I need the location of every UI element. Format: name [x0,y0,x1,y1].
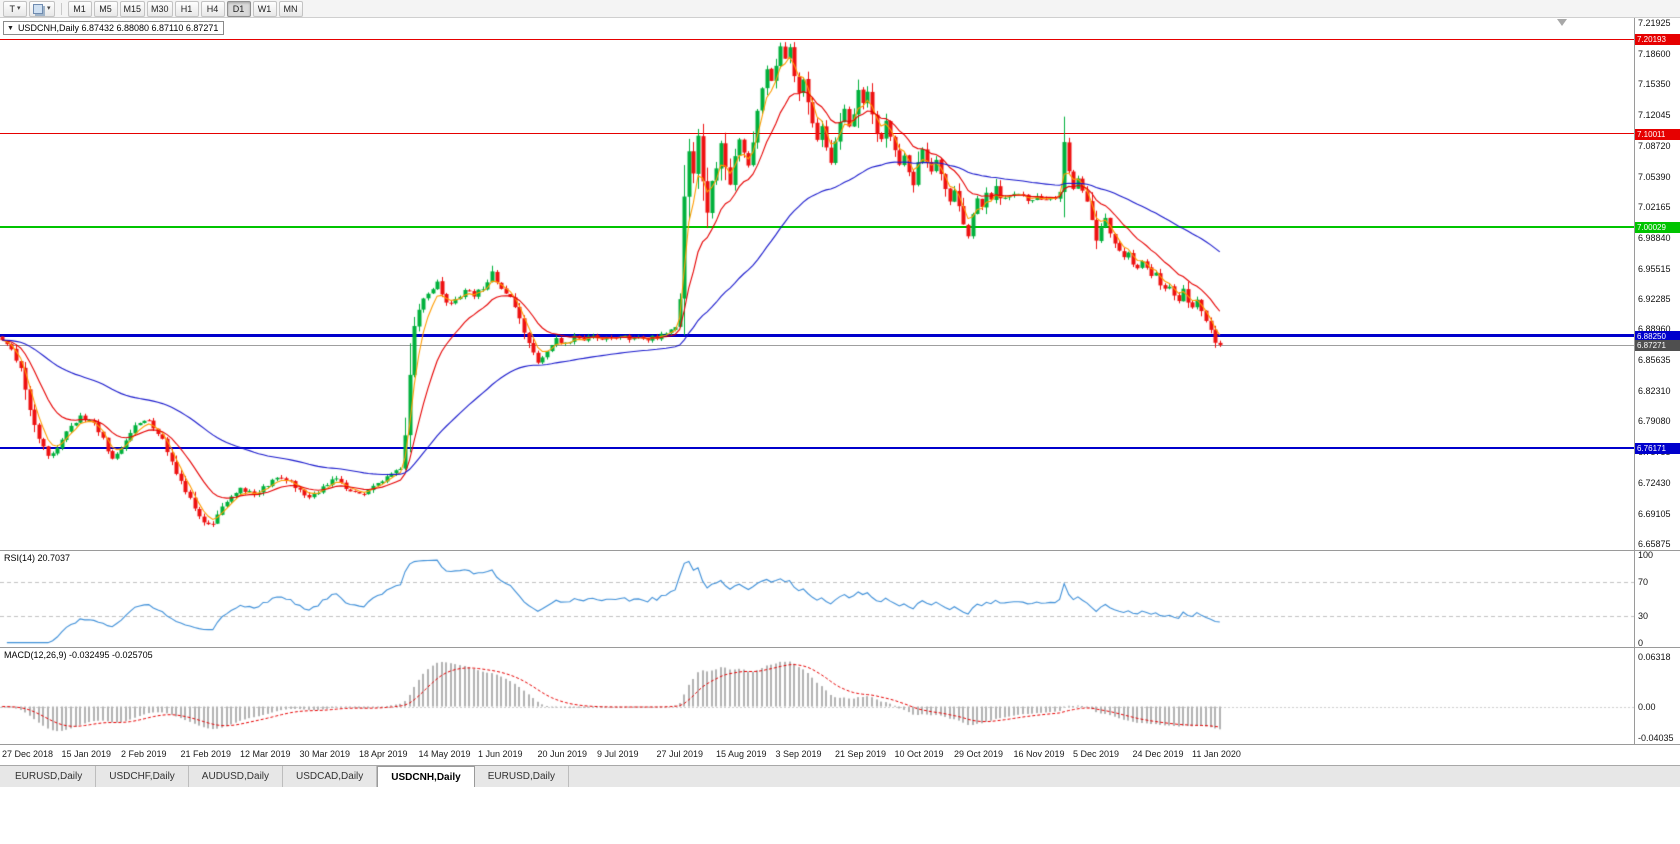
time-axis-label: 12 Mar 2019 [240,749,291,759]
tab-usdchf-daily[interactable]: USDCHF,Daily [96,766,189,787]
chart-shift-marker[interactable] [1557,19,1567,26]
timeframe-toolbar: M1 M5 M15 M30 H1 H4 D1 W1 MN [67,0,303,17]
tab-usdcnh-daily[interactable]: USDCNH,Daily [377,766,475,787]
dropdown-icon: ▾ [16,5,21,12]
timeframe-m1-button[interactable]: M1 [67,0,92,17]
time-axis-label: 27 Dec 2018 [2,749,54,759]
templates-label: T [9,3,15,14]
chart-title: USDCNH,Daily 6.87432 6.88080 6.87110 6.8… [17,23,219,33]
time-axis-label: 30 Mar 2019 [299,749,351,759]
timeframe-m5-button[interactable]: M5 [93,0,118,17]
rsi-axis[interactable]: 100 70 30 0 [1634,550,1680,648]
timeframe-m30-button[interactable]: M30 [147,0,173,17]
time-axis-label: 29 Oct 2019 [954,749,1004,759]
time-axis-label: 11 Jan 2020 [1192,749,1241,759]
chart-tabs-bar: EURUSD,Daily USDCHF,Daily AUDUSD,Daily USDC… [0,765,1680,787]
price-axis-tick: 6.79080 [1638,416,1671,427]
price-level-tag[interactable]: 7.20193 [1635,34,1680,46]
time-axis-label: 5 Dec 2019 [1073,749,1120,759]
tab-eurusd-daily[interactable]: EURUSD,Daily [2,766,97,787]
time-axis-label: 21 Feb 2019 [180,749,232,759]
price-axis-tick: 6.95515 [1638,263,1671,274]
macd-panel: MACD(12,26,9) -0.032495 -0.025705 0.0631… [0,647,1680,744]
macd-plot-area[interactable]: MACD(12,26,9) -0.032495 -0.025705 [0,648,1634,744]
price-level-tag[interactable]: 7.10011 [1635,128,1680,140]
time-axis-label: 16 Nov 2019 [1013,749,1065,759]
time-axis-label: 14 May 2019 [418,749,471,759]
time-axis-label: 24 Dec 2019 [1132,749,1184,759]
price-level-tag[interactable]: 7.00029 [1635,221,1680,233]
macd-axis[interactable]: 0.06318 0.00 -0.04035 [1634,648,1680,744]
chart-title-box[interactable]: ▼ USDCNH,Daily 6.87432 6.88080 6.87110 6… [3,21,225,35]
rsi-axis-tick: 100 [1638,550,1654,561]
rsi-axis-tick: 30 [1638,611,1649,622]
timeframe-h1-button[interactable]: H1 [174,0,199,17]
dropdown-icon: ▾ [47,5,51,12]
price-axis-tick: 7.12045 [1638,110,1671,121]
rsi-canvas[interactable] [0,551,1634,647]
timeframe-m15-button[interactable]: M15 [119,0,146,17]
price-axis-tick: 7.15350 [1638,79,1671,90]
rsi-label: RSI(14) 20.7037 [4,553,71,563]
price-axis-tick: 6.85635 [1638,355,1671,366]
price-axis-tick: 7.08720 [1638,140,1671,151]
price-axis-tick: 6.65875 [1638,538,1671,549]
time-axis-label: 9 Jul 2019 [597,749,639,759]
price-axis-tick: 6.72430 [1638,477,1671,488]
price-axis-tick: 7.21925 [1638,18,1671,29]
macd-axis-tick: -0.04035 [1638,733,1674,744]
rsi-axis-tick: 0 [1638,637,1644,648]
rsi-panel: RSI(14) 20.7037 100 70 30 0 [0,550,1680,648]
time-axis-label: 3 Sep 2019 [775,749,822,759]
objects-button[interactable]: ▾ [29,0,55,17]
price-level-tag[interactable]: 6.88250 [1635,330,1680,342]
price-axis-tick: 7.02165 [1638,201,1671,212]
current-price-tag: 6.87271 [1635,340,1680,352]
timeframe-d1-button[interactable]: D1 [226,0,251,17]
timeframe-mn-button[interactable]: MN [278,0,303,17]
price-axis-tick: 6.98840 [1638,232,1671,243]
price-level-tag[interactable]: 6.76171 [1635,443,1680,455]
price-chart-panel: ▼ USDCNH,Daily 6.87432 6.88080 6.87110 6… [0,18,1680,550]
macd-canvas[interactable] [0,648,1634,744]
price-axis-tick: 6.69105 [1638,508,1671,519]
time-axis-label: 20 Jun 2019 [537,749,588,759]
collapse-icon: ▼ [7,24,14,32]
macd-label: MACD(12,26,9) -0.032495 -0.025705 [4,650,153,660]
price-plot-area[interactable]: ▼ USDCNH,Daily 6.87432 6.88080 6.87110 6… [0,18,1634,550]
objects-icon [33,3,43,14]
time-axis-label: 15 Aug 2019 [716,749,767,759]
price-axis-tick: 6.88960 [1638,324,1671,335]
price-axis-tick: 6.82310 [1638,386,1671,397]
rsi-axis-tick: 70 [1638,576,1649,587]
price-axis-tick: 7.18600 [1638,49,1671,60]
timeframe-w1-button[interactable]: W1 [252,0,277,17]
tab-usdcad-daily[interactable]: USDCAD,Daily [283,766,378,787]
tab-eurusd-daily[interactable]: EURUSD,Daily [474,766,569,787]
time-axis-label: 21 Sep 2019 [835,749,887,759]
time-axis-label: 2 Feb 2019 [121,749,167,759]
macd-axis-tick: 0.00 [1638,701,1656,712]
time-axis-label: 18 Apr 2019 [359,749,408,759]
macd-axis-tick: 0.06318 [1638,652,1671,663]
time-axis-label: 10 Oct 2019 [894,749,944,759]
toolbar-separator [60,2,62,15]
price-axis-tick: 7.05390 [1638,171,1671,182]
time-axis[interactable]: 27 Dec 2018 15 Jan 2019 2 Feb 2019 21 Feb 2… [0,744,1680,765]
timeframe-h4-button[interactable]: H4 [200,0,225,17]
candlestick-canvas[interactable] [0,18,1634,550]
tab-audusd-daily[interactable]: AUDUSD,Daily [188,766,284,787]
toolbar: T ▾ ▾ M1 M5 M15 M30 H1 H4 D1 W1 MN [0,0,1680,18]
templates-button[interactable]: T ▾ [3,0,27,17]
rsi-plot-area[interactable]: RSI(14) 20.7037 [0,551,1634,647]
time-axis-label: 15 Jan 2019 [61,749,112,759]
time-axis-label: 27 Jul 2019 [656,749,704,759]
price-axis-tick: 6.92285 [1638,293,1671,304]
time-axis-label: 1 Jun 2019 [478,749,523,759]
price-axis[interactable]: 7.21925 7.18600 7.15350 7.12045 7.08720 7.053… [1634,18,1680,550]
